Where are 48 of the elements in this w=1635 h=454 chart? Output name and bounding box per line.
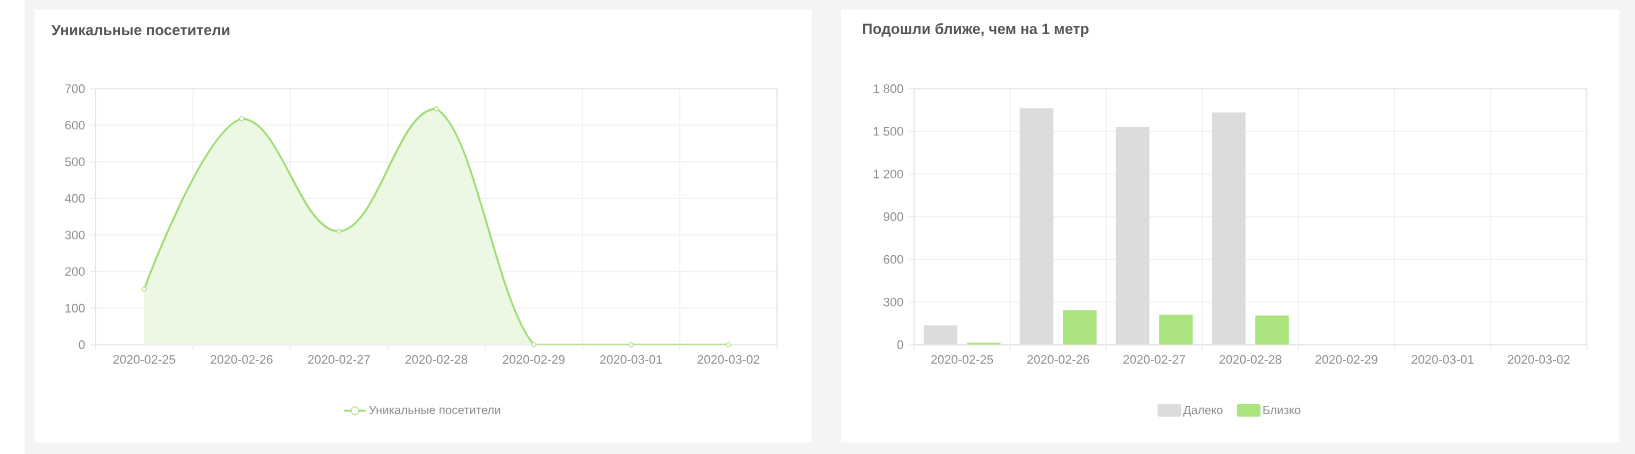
- chart-title: Подошли ближе, чем на 1 метр: [863, 23, 1089, 37]
- bar: [1255, 315, 1289, 345]
- y-tick-label: 500: [65, 157, 85, 167]
- point: [238, 115, 245, 122]
- x-tick-label: 2020-02-25: [931, 355, 994, 364]
- bar: [1062, 310, 1097, 345]
- y-tick-label: 400: [64, 194, 85, 203]
- legend-label: Близко: [1263, 405, 1301, 415]
- y-tick-label: 200: [65, 267, 85, 276]
- y-tick-label: 600: [65, 120, 85, 130]
- y-tick-label: 300: [65, 230, 85, 240]
- x-tick-label: 2020-02-28: [1219, 355, 1282, 364]
- point: [531, 342, 537, 348]
- y-tick-label: 1 800: [873, 84, 904, 93]
- x-tick-label: 2020-02-27: [308, 355, 370, 364]
- x-tick-label: 2020-02-25: [113, 355, 176, 364]
- point: [433, 106, 439, 112]
- bar: [923, 325, 958, 345]
- bar: [1159, 314, 1193, 345]
- bar: [1211, 112, 1246, 345]
- y-tick-label: 1 200: [873, 169, 904, 179]
- x-tick-label: 2020-03-02: [1507, 355, 1570, 364]
- legend-label: Далеко: [1183, 405, 1223, 417]
- chart-title: Уникальные посетители: [51, 24, 230, 36]
- y-tick-label: 900: [883, 212, 904, 222]
- x-tick-label: 2020-03-02: [697, 355, 760, 364]
- bar: [1019, 108, 1054, 345]
- x-tick-label: 2020-03-01: [1411, 355, 1474, 364]
- x-tick-label: 2020-02-29: [502, 355, 565, 364]
- bar: [1115, 127, 1150, 345]
- y-tick-label: 0: [78, 340, 85, 350]
- legend-label: Уникальные посетители: [369, 405, 501, 415]
- point: [141, 286, 147, 292]
- y-tick-label: 0: [897, 340, 904, 350]
- y-tick-label: 1 500: [873, 126, 904, 136]
- y-tick-label: 100: [65, 303, 85, 313]
- x-tick-label: 2020-02-28: [405, 355, 468, 364]
- point: [725, 342, 732, 348]
- x-tick-label: 2020-02-26: [1027, 355, 1090, 364]
- y-tick-label: 300: [883, 297, 904, 307]
- point: [336, 228, 342, 234]
- point: [628, 342, 634, 348]
- y-tick-label: 600: [883, 254, 904, 264]
- y-tick-label: 700: [65, 84, 85, 93]
- x-tick-label: 2020-02-27: [1123, 355, 1186, 364]
- x-tick-label: 2020-02-26: [210, 355, 273, 364]
- x-tick-label: 2020-02-29: [1315, 355, 1378, 364]
- x-tick-label: 2020-03-01: [600, 355, 662, 364]
